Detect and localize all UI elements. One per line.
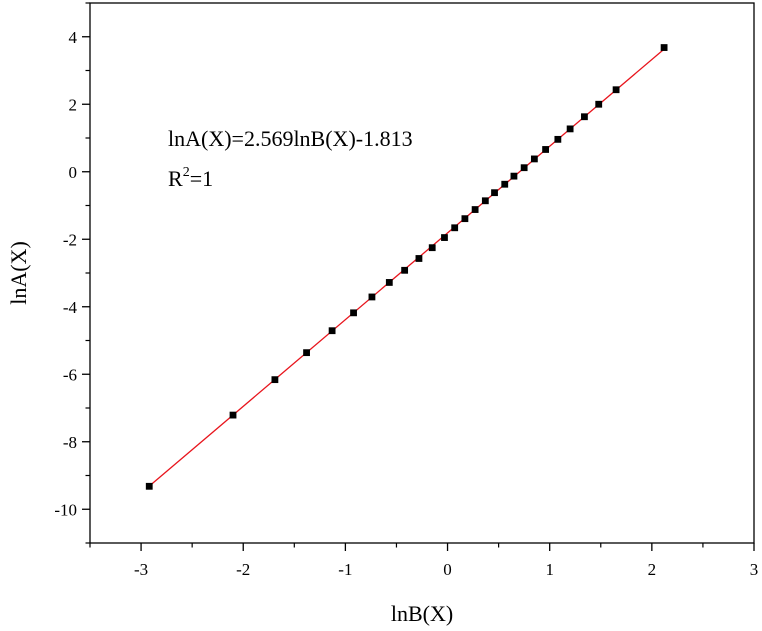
x-tick-label: 2 xyxy=(648,560,657,579)
data-point xyxy=(581,113,588,121)
r-squared-annotation: R2=1 xyxy=(168,165,213,191)
y-tick-label: -6 xyxy=(63,365,77,384)
x-axis-title: lnB(X) xyxy=(391,601,453,626)
data-point xyxy=(415,255,423,262)
data-point xyxy=(510,172,518,180)
r2-suffix: =1 xyxy=(190,166,213,191)
x-tick-label: -1 xyxy=(338,560,352,579)
data-point xyxy=(350,309,357,317)
data-point xyxy=(368,293,376,301)
x-tick-label: -2 xyxy=(236,560,250,579)
y-tick-label: -10 xyxy=(54,500,77,519)
data-point xyxy=(542,146,550,153)
data-point xyxy=(461,215,469,223)
data-point xyxy=(271,376,279,384)
y-tick-label: 4 xyxy=(69,28,78,47)
plot-frame xyxy=(89,2,755,544)
x-tick-label: 1 xyxy=(545,560,554,579)
data-point xyxy=(481,197,489,205)
r2-prefix: R xyxy=(168,166,183,191)
data-point xyxy=(595,100,603,108)
data-point xyxy=(428,244,436,252)
data-point xyxy=(566,125,574,133)
x-tick-label: -3 xyxy=(134,560,148,579)
data-point xyxy=(501,180,509,188)
data-point xyxy=(229,411,237,419)
r2-superscript: 2 xyxy=(183,165,190,180)
data-points xyxy=(145,44,668,490)
y-axis-title: lnA(X) xyxy=(6,241,31,305)
equation-annotation: lnA(X)=2.569lnB(X)-1.813 xyxy=(168,126,413,151)
y-tick-label: -4 xyxy=(63,298,78,317)
data-point xyxy=(520,164,528,172)
y-tick-label: -2 xyxy=(63,230,77,249)
axis-ticks xyxy=(82,2,755,551)
data-point xyxy=(303,349,310,357)
data-point xyxy=(530,155,538,163)
y-tick-label: -8 xyxy=(63,433,77,452)
y-tick-label: 2 xyxy=(69,95,78,114)
data-point xyxy=(145,482,153,490)
data-point xyxy=(612,86,620,94)
data-point xyxy=(554,135,562,143)
data-point xyxy=(471,206,479,213)
y-tick-label: 0 xyxy=(69,163,78,182)
x-tick-label: 3 xyxy=(750,560,759,579)
data-point xyxy=(660,44,668,51)
data-point xyxy=(328,327,336,335)
x-tick-label: 0 xyxy=(443,560,452,579)
data-point xyxy=(491,189,498,197)
data-point xyxy=(401,266,409,274)
data-point xyxy=(451,224,459,232)
data-point xyxy=(385,279,393,286)
data-point xyxy=(441,234,448,241)
